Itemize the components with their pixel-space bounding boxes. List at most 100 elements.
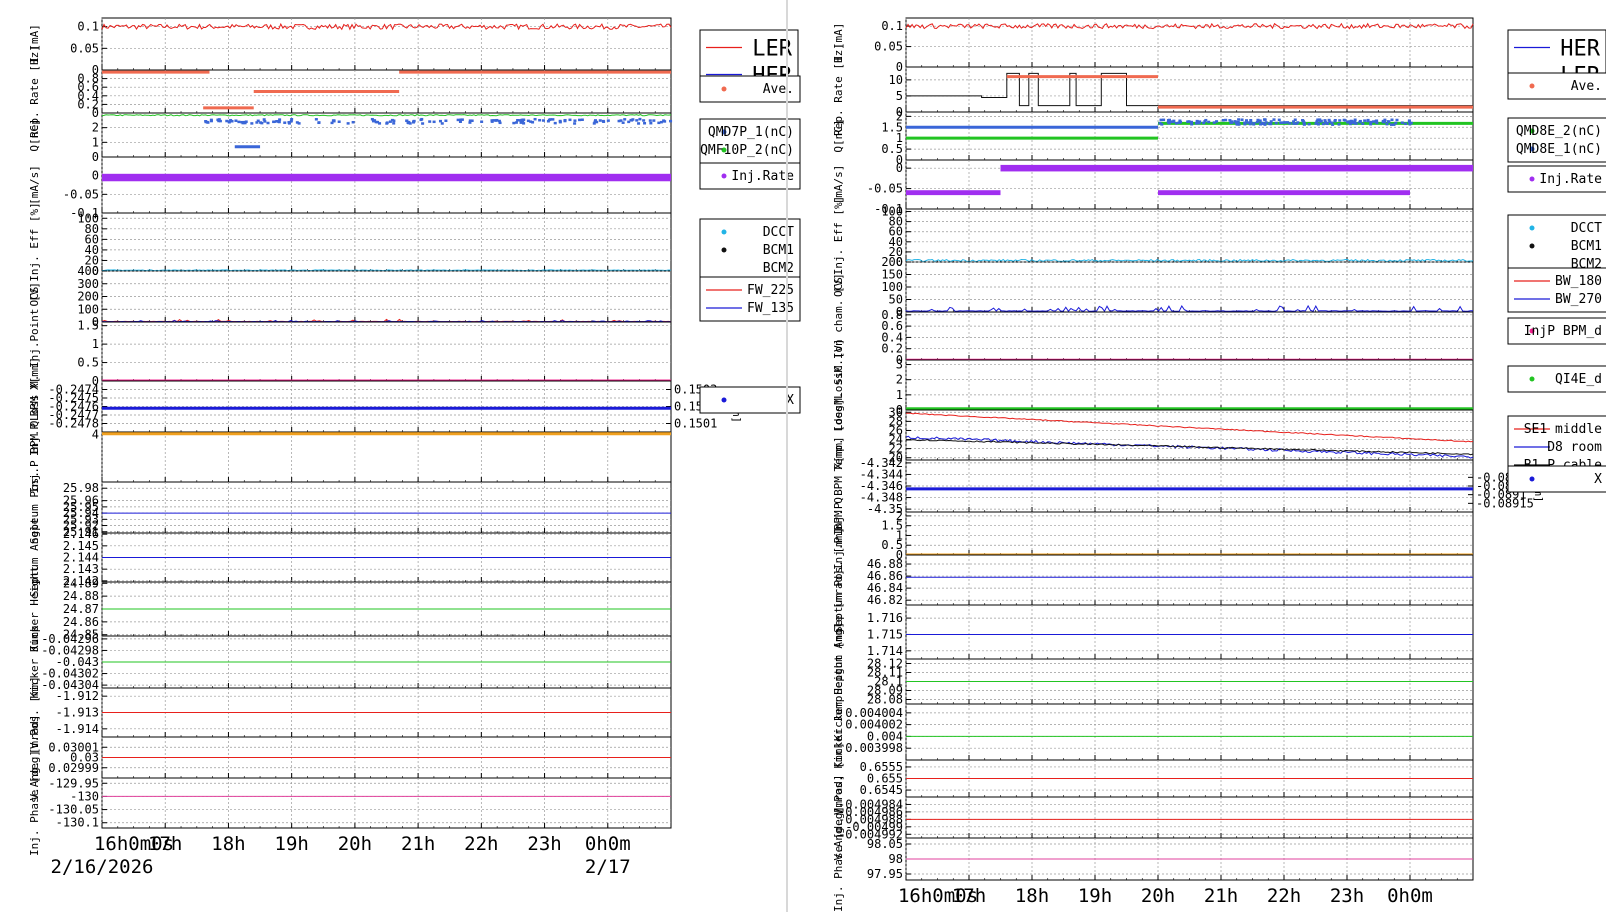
- subplot-7: -0.2474-0.2475-0.2476-0.2477-0.2478 Inj.P…: [28, 357, 801, 456]
- series-noise: [101, 22, 672, 31]
- x-tick-label: 19h: [1078, 885, 1112, 907]
- y-tick-label: 0: [92, 63, 99, 77]
- scatter-point: [1343, 119, 1347, 122]
- y-tick-label: 97.95: [867, 867, 903, 881]
- scatter-point: [346, 122, 350, 125]
- scatter-point: [1263, 123, 1267, 126]
- y-tick-label: -0.2474: [48, 383, 99, 397]
- scatter-point: [217, 118, 221, 121]
- legend-label: D8 room: [1547, 440, 1602, 455]
- scatter-point: [1167, 118, 1171, 122]
- y-tick-label: 28: [889, 414, 903, 428]
- scatter-point: [275, 120, 279, 123]
- scatter-point: [573, 122, 577, 125]
- legend-box: [1507, 365, 1606, 393]
- scatter-point: [1369, 120, 1373, 124]
- right-tick-label: 0.1501: [674, 417, 717, 431]
- y-tick-label: 0.02999: [48, 761, 99, 775]
- y-tick-label: 150: [881, 268, 903, 282]
- y-tick-label: 2: [92, 121, 99, 135]
- scatter-point: [1246, 121, 1250, 124]
- y-tick-label: 1.716: [867, 611, 903, 625]
- scatter-point: [1177, 121, 1181, 124]
- y-tick-label: 100: [77, 302, 99, 316]
- scatter-point: [494, 119, 498, 122]
- y-tick-label: -0.043: [56, 655, 99, 669]
- y-axis-label: OCS: [28, 287, 41, 307]
- y-tick-label: 50: [889, 293, 903, 307]
- y-tick-label: 0.2: [77, 97, 99, 111]
- y-tick-label: -0.04298: [41, 643, 99, 657]
- scatter-point: [371, 119, 375, 123]
- y-tick-label: 0.6: [881, 319, 903, 333]
- legend-dot: [1529, 176, 1535, 182]
- y-tick-label: 0.004002: [845, 718, 903, 732]
- y-tick-label: 2.143: [63, 562, 99, 576]
- x-tick-label: 20h: [338, 833, 372, 855]
- scatter-point: [519, 121, 523, 124]
- y-tick-label: 28.11: [867, 666, 903, 680]
- y-tick-label: 1: [896, 528, 903, 542]
- scatter-point: [533, 117, 537, 121]
- scatter-point: [1258, 119, 1262, 122]
- y-axis-label: Septum Pos.: [28, 471, 41, 544]
- subplot-frame: [101, 481, 672, 534]
- scatter-point: [295, 121, 299, 124]
- y-tick-label: 1: [896, 131, 903, 145]
- y-tick-label: 80: [889, 215, 903, 229]
- y-tick-label: 0.03: [70, 751, 99, 765]
- scatter-point: [1318, 118, 1322, 121]
- y-axis-label: Inj. Eff [%]: [28, 202, 41, 281]
- y-tick-label: 20: [85, 253, 99, 267]
- scatter-point: [388, 120, 392, 123]
- legend-label: BW_270: [1555, 292, 1602, 307]
- scatter-point: [659, 120, 663, 124]
- scatter-point: [405, 119, 409, 123]
- legend-dot: [721, 86, 727, 92]
- scatter-point: [1363, 119, 1367, 122]
- subplot-16: -0.004984-0.004986-0.004988-0.00499-0.00…: [832, 774, 1474, 861]
- y-axis-label: Q[nC]: [832, 119, 845, 152]
- legend-label: LER: [752, 37, 792, 62]
- y-tick-label: -1.913: [56, 706, 99, 720]
- x-tick-label: 18h: [211, 833, 245, 855]
- series-band: [1000, 164, 1473, 172]
- y-axis-label: V.Pos. [mm]: [832, 742, 845, 815]
- scatter-point: [385, 121, 389, 124]
- y-tick-label: 5: [896, 89, 903, 103]
- y-tick-label: 28.09: [867, 684, 903, 698]
- x-tick-label: 23h: [527, 833, 561, 855]
- subplot-3: 0 -0.05 -0.1 [mA/s] Inj.Rate: [832, 159, 1606, 216]
- y-tick-label: 3: [896, 358, 903, 372]
- legend-dot: [1529, 476, 1535, 482]
- subplot-frame: [905, 111, 1474, 161]
- y-tick-label: -4.346: [860, 479, 903, 493]
- subplot-frame: [101, 777, 672, 829]
- y-tick-label: 28.1: [874, 675, 903, 689]
- legend-label: FW_225: [747, 283, 794, 298]
- subplot-frame: [905, 604, 1474, 660]
- scatter-point: [256, 119, 260, 123]
- y-tick-label: 1: [896, 388, 903, 402]
- legend-dot: [1529, 128, 1535, 134]
- y-axis-label: Inj.P BPM Q: [28, 421, 41, 494]
- scatter-point: [1387, 120, 1391, 124]
- legend-label: BW_180: [1555, 274, 1602, 289]
- scatter-point: [558, 119, 562, 123]
- subplot-frame: [905, 796, 1474, 839]
- y-tick-label: -0.04302: [41, 667, 99, 681]
- scatter-point: [593, 120, 597, 124]
- scatter-point: [444, 119, 448, 122]
- scatter-point: [619, 119, 623, 122]
- y-axis-label: Inj.P BPM Q: [832, 497, 845, 570]
- scatter-point: [601, 119, 605, 123]
- scatter-point: [1314, 122, 1318, 125]
- scatter-point: [663, 120, 667, 123]
- subplot-frame: [101, 17, 672, 71]
- scatter-point: [642, 119, 646, 122]
- legend-label: SE1 middle: [1524, 422, 1602, 437]
- scatter-point: [244, 120, 248, 123]
